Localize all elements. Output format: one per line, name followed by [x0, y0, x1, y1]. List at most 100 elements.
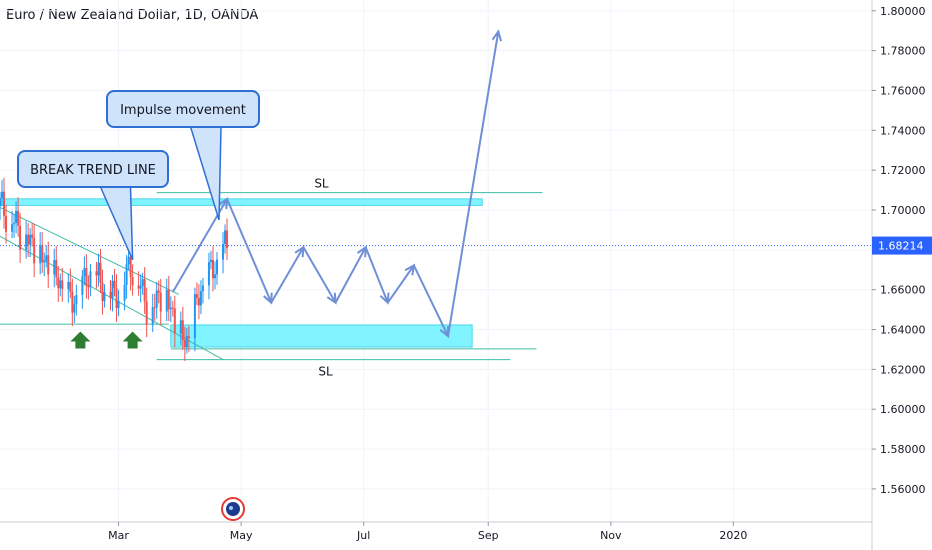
candle-body	[173, 308, 176, 334]
projection-segment	[386, 264, 415, 304]
candle-body	[125, 264, 128, 286]
candle-body	[99, 262, 102, 283]
current-price-label: 1.68214	[878, 240, 924, 253]
candle-body	[201, 285, 204, 292]
candle-body	[211, 259, 214, 279]
candle-body	[55, 259, 58, 278]
candle-body	[43, 261, 46, 263]
candle-body	[111, 280, 114, 299]
candle-body	[226, 230, 229, 249]
candle-body	[89, 271, 92, 288]
price-tick-label: 1.60000	[880, 403, 926, 416]
sl-lower-label: SL	[318, 365, 333, 379]
price-axis[interactable]: 1.56000 1.58000 1.60000 1.62000 1.64000 1.660…	[871, 0, 932, 550]
candle-body	[87, 286, 90, 288]
logo-core	[226, 502, 240, 516]
logo-icon	[221, 497, 245, 521]
candle-body	[187, 336, 190, 339]
up-arrow-icon	[122, 331, 143, 349]
candle-body	[181, 320, 184, 341]
candle-body	[155, 290, 158, 308]
impulse-movement-callout-pointer	[189, 126, 222, 221]
candle-body	[197, 298, 200, 306]
candle-body	[71, 291, 74, 313]
candle-body	[75, 294, 78, 305]
price-tick-label: 1.74000	[880, 124, 926, 137]
candle-body	[127, 256, 130, 265]
candle-body	[95, 271, 98, 276]
price-tick-label: 1.70000	[880, 204, 926, 217]
candle-body	[222, 244, 225, 260]
projection-segment	[302, 246, 337, 304]
candles-layer	[0, 177, 229, 361]
projection-segment	[226, 198, 273, 304]
candle-body	[129, 256, 132, 277]
price-tick-label: 1.80000	[880, 5, 926, 18]
time-tick-label: Sep	[478, 529, 499, 542]
candle-body	[169, 307, 172, 310]
candle-body	[41, 245, 44, 263]
time-axis[interactable]: Mar May Jul Sep Nov 2020	[0, 521, 872, 542]
candle-body	[33, 237, 36, 264]
time-tick-label: Nov	[600, 529, 622, 542]
price-tick-label: 1.58000	[880, 443, 926, 456]
candle-body	[141, 279, 144, 286]
price-tick-label: 1.64000	[880, 324, 926, 337]
candle-body	[185, 336, 188, 348]
candle-body	[45, 255, 48, 262]
candle-body	[59, 280, 62, 289]
break-trend-line-callout-pointer	[99, 186, 134, 261]
candle-body	[193, 294, 196, 339]
projection-arrowhead	[491, 29, 503, 42]
projection-layer	[171, 29, 503, 339]
candle-body	[131, 276, 134, 286]
candle-body	[31, 234, 34, 238]
candle-body	[83, 268, 86, 277]
markers-layer	[70, 331, 143, 349]
candle-body	[167, 290, 170, 310]
price-tick-label: 1.76000	[880, 84, 926, 97]
candle-body	[29, 234, 32, 245]
grid	[0, 0, 872, 522]
candle-body	[123, 285, 126, 301]
candle-body	[109, 291, 112, 299]
projection-segment	[412, 264, 449, 337]
price-tick-label: 1.56000	[880, 483, 926, 496]
candle-body	[199, 291, 202, 306]
candle-body	[69, 281, 72, 292]
callouts-layer: BREAK TREND LINE Impulse movement SL SL	[17, 90, 333, 379]
candle-body	[103, 291, 106, 302]
candle-body	[17, 210, 20, 226]
time-tick-label: 2020	[719, 529, 747, 542]
candle-body	[165, 290, 168, 312]
impulse-movement-callout-box	[106, 90, 260, 128]
candle-body	[1, 191, 4, 199]
chart-title: Euro / New Zealand Dollar, 1D, OANDA	[6, 8, 259, 23]
candle-body	[115, 288, 118, 309]
candle-body	[224, 230, 227, 245]
candle-body	[207, 262, 210, 286]
candle-body	[0, 198, 1, 207]
candle-body	[39, 245, 42, 264]
candle-body	[97, 262, 100, 276]
candle-body	[159, 292, 162, 312]
candle-body	[137, 285, 140, 289]
time-tick-label: May	[230, 529, 253, 542]
candle-body	[143, 279, 146, 302]
up-arrow-icon	[70, 331, 91, 349]
zone-resistance	[0, 198, 483, 206]
candle-body	[81, 276, 84, 295]
impulse-movement-callout-text: Impulse movement	[120, 103, 246, 118]
candle-body	[195, 294, 198, 299]
price-tick-label: 1.72000	[880, 164, 926, 177]
candle-body	[101, 282, 104, 302]
candle-body	[61, 280, 64, 289]
candle-body	[215, 259, 218, 275]
candle-body	[139, 285, 142, 289]
zones-layer	[0, 198, 483, 348]
price-tick-label: 1.78000	[880, 45, 926, 58]
candle-body	[27, 234, 30, 245]
candle-body	[57, 277, 60, 289]
lines-layer	[0, 192, 872, 361]
